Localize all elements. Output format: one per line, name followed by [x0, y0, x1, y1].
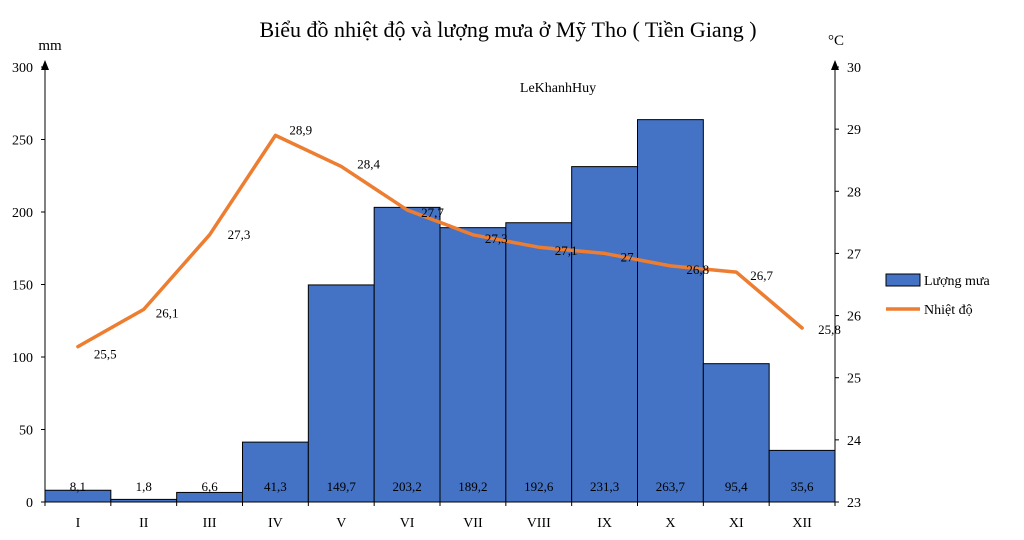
x-tick-label: VIII [527, 516, 551, 531]
watermark-text: LeKhanhHuy [520, 81, 596, 96]
x-tick-label: X [665, 516, 675, 531]
left-tick-label: 100 [12, 351, 33, 366]
right-tick-label: 25 [847, 372, 861, 387]
rain-bar-VIII [505, 222, 573, 503]
rain-value-label: 6,6 [201, 479, 218, 494]
rain-bar-XI [702, 363, 770, 503]
temperature-value-label: 28,9 [289, 122, 312, 137]
right-tick-label: 24 [847, 434, 861, 449]
right-tick-label: 26 [847, 310, 861, 325]
legend-temp-label: Nhiệt độ [924, 303, 973, 318]
chart-title: Biểu đồ nhiệt độ và lượng mưa ở Mỹ Tho (… [259, 17, 756, 42]
legend-rain-swatch [885, 273, 921, 287]
left-tick-label: 0 [26, 496, 33, 511]
rain-value-label: 41,3 [264, 479, 287, 494]
x-tick-label: V [336, 516, 346, 531]
x-tick-label: III [203, 516, 217, 531]
temperature-value-label: 26,1 [156, 305, 179, 320]
left-tick-label: 300 [12, 61, 33, 76]
rain-value-label: 192,6 [524, 479, 554, 494]
rain-bar-VI [373, 206, 441, 503]
right-tick-label: 29 [847, 123, 861, 138]
temperature-value-label: 25,8 [818, 322, 841, 337]
temperature-value-label: 26,8 [686, 262, 709, 277]
temperature-line-group [76, 133, 804, 349]
temperature-line [76, 133, 804, 349]
left-axis-arrow [41, 60, 49, 70]
temperature-value-label: 27,3 [228, 227, 251, 242]
rain-value-label: 203,2 [392, 479, 421, 494]
temperature-value-label: 27,7 [421, 205, 444, 220]
rain-value-label: 95,4 [725, 479, 748, 494]
x-tick-label: I [76, 516, 81, 531]
left-tick-label: 200 [12, 206, 33, 221]
temperature-value-label: 25,5 [94, 347, 117, 362]
rain-value-label: 149,7 [327, 479, 357, 494]
right-tick-label: 27 [847, 247, 861, 262]
rain-value-label: 231,3 [590, 479, 619, 494]
x-tick-label: VI [400, 516, 415, 531]
temperature-value-label: 26,7 [750, 268, 773, 283]
rain-bar-IV [242, 441, 309, 503]
rain-value-label: 189,2 [458, 479, 487, 494]
rain-value-label: 8,1 [70, 479, 86, 494]
left-tick-label: 150 [12, 279, 33, 294]
legend-rain-label: Lượng mưa [924, 274, 991, 289]
left-axis-unit: mm [38, 38, 62, 54]
temperature-value-label: 27 [621, 249, 635, 264]
rain-bar-X [637, 119, 704, 503]
right-tick-label: 30 [847, 61, 861, 76]
rain-value-label: 263,7 [656, 479, 686, 494]
rain-bars [44, 119, 836, 503]
rain-value-label: 35,6 [791, 479, 814, 494]
rain-value-label: 1,8 [136, 479, 152, 494]
right-axis-unit: °C [828, 33, 844, 49]
temperature-value-label: 28,4 [357, 156, 380, 171]
right-axis-arrow [831, 60, 839, 70]
legend: Lượng mưa Nhiệt độ [885, 273, 991, 318]
rain-bar-V [307, 284, 375, 503]
right-tick-label: 23 [847, 496, 861, 511]
rain-bar-VII [439, 227, 507, 503]
rain-bar-XII [768, 449, 836, 503]
x-tick-label: XII [792, 516, 812, 531]
x-tick-label: II [139, 516, 149, 531]
temperature-value-label: 27,3 [485, 231, 508, 246]
left-tick-label: 50 [19, 424, 33, 439]
x-tick-label: XI [729, 516, 744, 531]
x-tick-label: IX [597, 516, 612, 531]
x-tick-label: IV [268, 516, 283, 531]
temperature-value-label: 27,1 [555, 243, 578, 258]
left-tick-label: 250 [12, 134, 33, 149]
rain-bar-IX [571, 166, 639, 503]
x-tick-label: VII [463, 516, 483, 531]
right-tick-label: 28 [847, 185, 861, 200]
data-labels: 8,1 1,8 6,6 41,3 149,7 203,2 189,2 192,6 231,3 26… [70, 122, 841, 494]
